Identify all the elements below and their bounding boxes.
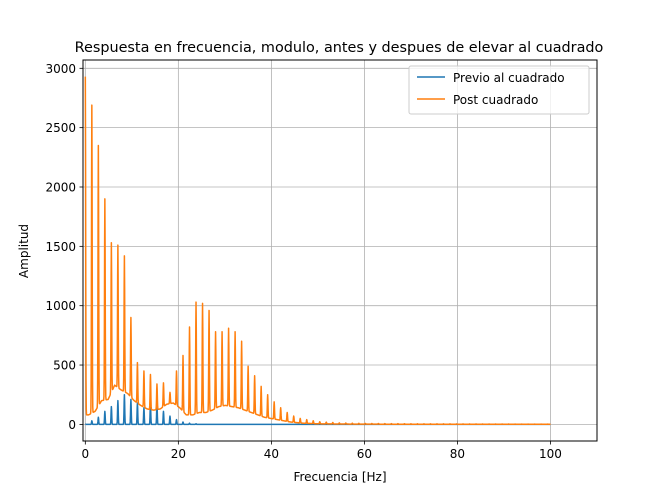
x-tick-label: 60 — [357, 447, 372, 461]
legend: Previo al cuadrado Post cuadrado — [408, 65, 590, 115]
x-tick-label: 40 — [264, 447, 279, 461]
series-line-post — [84, 76, 551, 426]
x-tick-label: 20 — [171, 447, 186, 461]
x-axis-label: Frecuencia [Hz] — [293, 470, 386, 484]
y-tick-label: 1500 — [45, 240, 76, 254]
y-tick-label: 3000 — [45, 62, 76, 76]
y-tick-label: 2000 — [45, 181, 76, 195]
legend-label-post: Post cuadrado — [453, 93, 538, 107]
y-tick-label: 1000 — [45, 299, 76, 313]
legend-label-previo: Previo al cuadrado — [453, 71, 565, 85]
axes-frame — [82, 59, 598, 442]
y-axis-label: Amplitud — [17, 224, 31, 278]
x-tick-label: 0 — [82, 447, 90, 461]
y-tick-label: 500 — [53, 359, 76, 373]
x-tick-label: 80 — [450, 447, 465, 461]
y-tick-label: 2500 — [45, 121, 76, 135]
x-tick-label: 100 — [539, 447, 562, 461]
chart-title: Respuesta en frecuencia, modulo, antes y… — [75, 40, 604, 56]
plot-area — [84, 76, 551, 426]
grid — [83, 60, 597, 441]
y-tick-label: 0 — [68, 418, 76, 432]
legend-box — [408, 65, 590, 115]
